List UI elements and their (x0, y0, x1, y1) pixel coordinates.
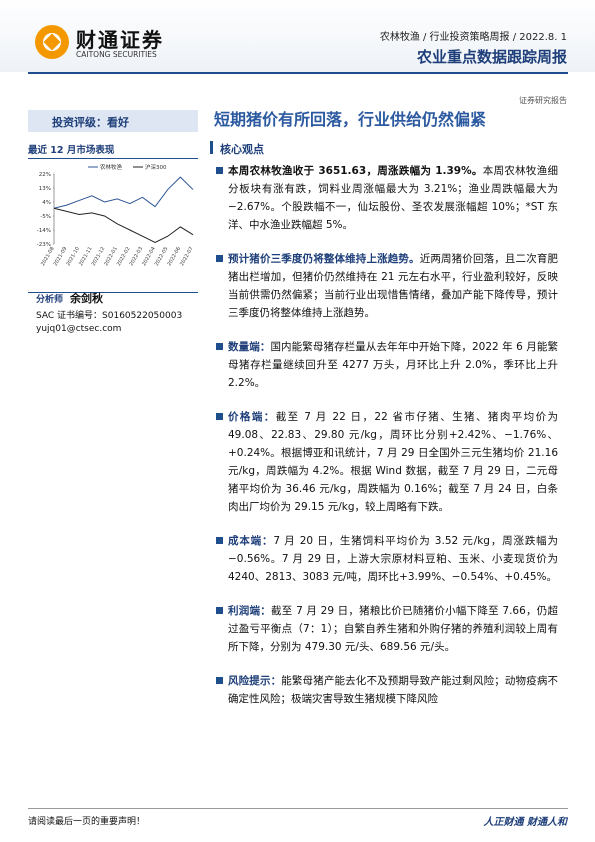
footer-notice: 请阅读最后一页的重要声明！ (28, 817, 146, 827)
analyst-label: 分析师 (36, 295, 64, 305)
sidebar-rule (28, 292, 198, 293)
legend-label: 农林牧渔 (100, 163, 123, 171)
main-title: 短期猪价有所回落，行业供给仍然偏紧 (214, 110, 487, 129)
sac: SAC 证书编号：S0160522050003 (36, 311, 183, 321)
point: 价格端：截至 7 月 22 日，22 省市仔猪、生猪、猪肉平均价为 49.08、… (216, 408, 559, 516)
logo-en: CAITONG SECURITIES (76, 50, 157, 59)
footer-rule (28, 808, 568, 809)
rating: 投资评级：看好 (52, 116, 129, 129)
perf-title: 最近 12 月市场表现 (28, 142, 198, 159)
point-body: 近两周猪价回落，且二次育肥猪出栏增加，但猪价仍然维持在 21 元左右水平，行业盈… (228, 253, 559, 319)
section-title: 核心观点 (220, 143, 264, 156)
point: 本周农林牧渔收于 3651.63，周涨跌幅为 1.39%。本周农林牧渔细分板块有… (216, 162, 559, 234)
logo-name: 财通证券 (76, 28, 164, 52)
breadcrumb: 农林牧渔 / 行业投资策略周报 / 2022.8. 1 (379, 32, 567, 43)
point-lead: 价格端： (228, 411, 276, 423)
y-tick-label: -5% (40, 214, 51, 220)
report-title: 农业重点数据跟踪周报 (416, 48, 567, 66)
series-line (53, 176, 194, 209)
footer-slogan: 人正财通 财通人和 (483, 817, 567, 828)
point-lead: 数量端： (228, 341, 271, 353)
header-rule (28, 72, 568, 74)
point-lead: 成本端： (228, 535, 274, 547)
y-tick-label: -14% (37, 228, 51, 234)
point: 预计猪价三季度仍将整体维持上涨趋势。近两周猪价回落，且二次育肥猪出栏增加，但猪价… (216, 250, 559, 322)
y-tick-label: 4% (42, 200, 51, 206)
email: yujq01@ctsec.com (36, 324, 122, 334)
point: 成本端：7 月 20 日，生猪饲料平均价为 3.52 元/kg，周涨跌幅为−0.… (216, 532, 558, 586)
point-body: 截至 7 月 22 日，22 省市仔猪、生猪、猪肉平均价为 49.08、22.8… (228, 411, 559, 513)
report-tag: 证券研究报告 (519, 96, 567, 105)
point-lead: 风险提示： (228, 675, 282, 687)
point-body: 国内能繁母猪存栏量从去年年中开始下降，2022 年 6 月能繁母猪存栏量继续回升… (228, 341, 559, 389)
point: 数量端：国内能繁母猪存栏量从去年年中开始下降，2022 年 6 月能繁母猪存栏量… (216, 338, 559, 392)
point-lead: 本周农林牧渔收于 3651.63，周涨跌幅为 1.39%。 (228, 165, 483, 177)
legend-label: 沪深300 (145, 163, 167, 171)
point-body: 截至 7 月 29 日，猪粮比价已随猪价小幅下降至 7.66，仍超过盈亏平衡点（… (228, 605, 559, 653)
rating-box (28, 110, 198, 132)
chart: 22%13%4%-5%-14%-23%2021-082021-092021-10… (37, 163, 195, 267)
y-tick-label: 22% (39, 172, 51, 178)
y-tick-label: -23% (37, 242, 51, 248)
analyst-name: 余剑秋 (70, 292, 103, 305)
point: 利润端：截至 7 月 29 日，猪粮比价已随猪价小幅下降至 7.66，仍超过盈亏… (216, 602, 559, 656)
point-lead: 预计猪价三季度仍将整体维持上涨趋势。 (228, 253, 420, 265)
series-line (53, 207, 194, 244)
point-body: 本周农林牧渔细分板块有涨有跌，饲料业周涨幅最大为 3.21%；渔业周跌幅最大为−… (228, 165, 559, 231)
point-body: 能繁母猪产能去化不及预期导致产能过剩风险；动物疫病不确定性风险；极端灾害导致生猪… (228, 675, 558, 705)
y-tick-label: 13% (39, 186, 51, 192)
point-lead: 利润端： (228, 605, 271, 617)
logo-icon (35, 25, 69, 59)
point: 风险提示：能繁母猪产能去化不及预期导致产能过剩风险；动物疫病不确定性风险；极端灾… (216, 672, 558, 708)
points: 本周农林牧渔收于 3651.63，周涨跌幅为 1.39%。本周农林牧渔细分板块有… (216, 162, 559, 724)
point-body: 7 月 20 日，生猪饲料平均价为 3.52 元/kg，周涨跌幅为−0.56%。… (228, 535, 558, 583)
header-bg (0, 0, 595, 72)
section-bar (210, 141, 213, 154)
